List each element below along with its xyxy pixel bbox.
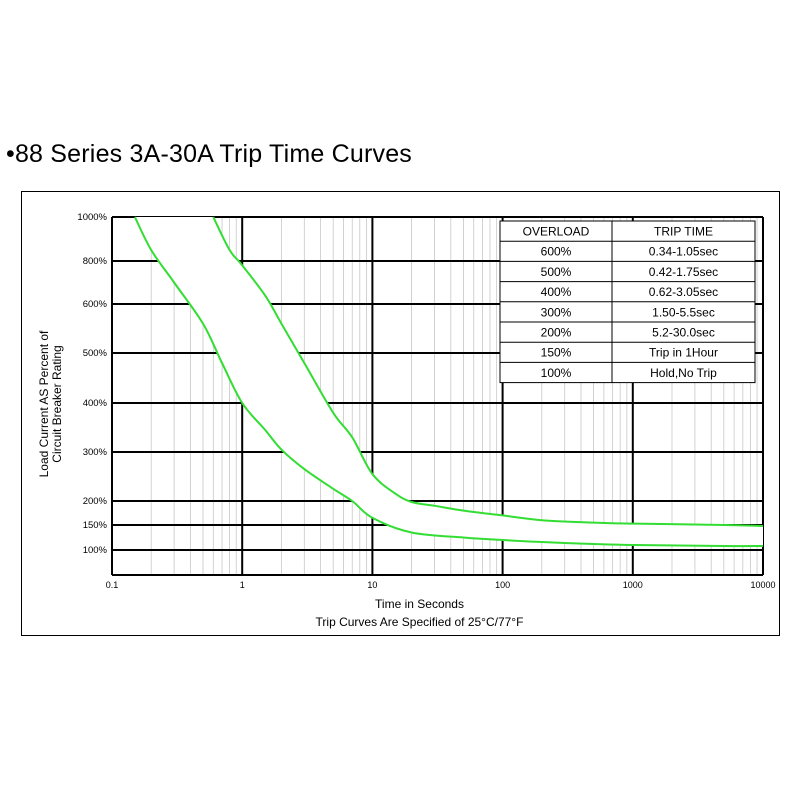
- table-cell-trip-time: 1.50-5.5sec: [652, 305, 715, 319]
- trip-band: [134, 217, 763, 547]
- y-tick-label: 400%: [83, 398, 108, 409]
- chart-subtitle: Trip Curves Are Specified of 25°C/77°F: [316, 615, 524, 629]
- x-tick-label: 10: [367, 580, 377, 590]
- y-axis-label-line2: Circuit Breaker Rating: [50, 345, 64, 462]
- table-cell-overload: 500%: [541, 265, 572, 279]
- trip-curve-chart: 100% 150% 200% 300% 400% 500% 600% 800% 1000% 0.…: [37, 212, 776, 629]
- y-axis-label-line1: Load Current AS Percent of: [37, 330, 51, 477]
- table-cell-trip-time: Hold,No Trip: [650, 366, 717, 380]
- series-line-lower: [134, 216, 764, 548]
- x-tick-label: 100: [495, 580, 510, 590]
- y-tick-label: 200%: [83, 496, 108, 507]
- table-cell-overload: 600%: [541, 245, 572, 259]
- y-tick-label: 800%: [83, 256, 108, 267]
- table-cell-trip-time: 0.62-3.05sec: [649, 285, 718, 299]
- trip-time-table: OVERLOAD TRIP TIME 600% 0.34-1.05sec 500% 0.4…: [499, 220, 756, 384]
- y-tick-labels: 100% 150% 200% 300% 400% 500% 600% 800% 1000%: [77, 212, 107, 556]
- y-tick-label: 300%: [83, 447, 108, 458]
- table-cell-trip-time: 5.2-30.0sec: [652, 326, 715, 340]
- x-axis-label: Time in Seconds: [375, 597, 464, 611]
- page-title: •88 Series 3A-30A Trip Time Curves: [6, 140, 412, 168]
- y-tick-label: 150%: [83, 520, 108, 531]
- x-tick-labels: 0.1 1 10 100 1000 10000: [106, 580, 776, 590]
- series-line-upper: [212, 216, 764, 527]
- x-tick-label: 10000: [750, 580, 775, 590]
- table-header-trip-time: TRIP TIME: [654, 225, 713, 239]
- table-cell-overload: 200%: [541, 326, 572, 340]
- table-cell-overload: 150%: [541, 346, 572, 360]
- x-tick-label: 1: [240, 580, 245, 590]
- table-header-overload: OVERLOAD: [523, 225, 590, 239]
- table-cell-trip-time: 0.42-1.75sec: [649, 265, 718, 279]
- y-tick-label: 600%: [83, 299, 108, 310]
- x-tick-label: 0.1: [106, 580, 119, 590]
- table-cell-overload: 400%: [541, 285, 572, 299]
- x-tick-label: 1000: [623, 580, 643, 590]
- y-tick-label: 1000%: [77, 212, 107, 223]
- table-cell-trip-time: 0.34-1.05sec: [649, 245, 718, 259]
- table-cell-overload: 300%: [541, 305, 572, 319]
- y-tick-label: 100%: [83, 545, 108, 556]
- curves: [134, 216, 764, 548]
- table-cell-trip-time: Trip in 1Hour: [649, 346, 718, 360]
- table-cell-overload: 100%: [541, 366, 572, 380]
- chart-frame: 100% 150% 200% 300% 400% 500% 600% 800% 1000% 0.…: [21, 191, 780, 636]
- y-tick-label: 500%: [83, 348, 108, 359]
